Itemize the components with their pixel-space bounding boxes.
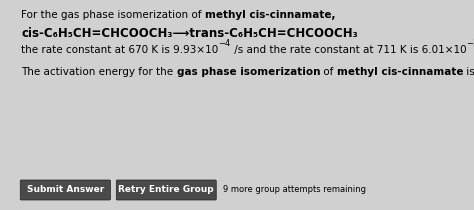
Text: For the gas phase isomerization of: For the gas phase isomerization of [21,10,205,20]
FancyBboxPatch shape [116,180,216,200]
Text: methyl cis-cinnamate: methyl cis-cinnamate [337,67,463,77]
Text: The activation energy for the: The activation energy for the [21,67,177,77]
Text: methyl cis-cinnamate,: methyl cis-cinnamate, [205,10,336,20]
Text: −3: −3 [466,39,474,48]
Text: gas phase isomerization: gas phase isomerization [177,67,320,77]
Text: −4: −4 [219,39,231,48]
Text: is: is [463,67,474,77]
FancyBboxPatch shape [20,180,110,200]
Text: of: of [320,67,337,77]
Text: 9 more group attempts remaining: 9 more group attempts remaining [223,185,366,194]
Text: Submit Answer: Submit Answer [27,185,104,194]
Text: cis-C₆H₅CH=CHCOOCH₃⟶trans-C₆H₅CH=CHCOOCH₃: cis-C₆H₅CH=CHCOOCH₃⟶trans-C₆H₅CH=CHCOOCH… [21,27,358,40]
Text: /s and the rate constant at 711 K is 6.01×10: /s and the rate constant at 711 K is 6.0… [231,45,466,55]
Text: the rate constant at 670 K is 9.93×10: the rate constant at 670 K is 9.93×10 [21,45,219,55]
Text: Retry Entire Group: Retry Entire Group [118,185,214,194]
